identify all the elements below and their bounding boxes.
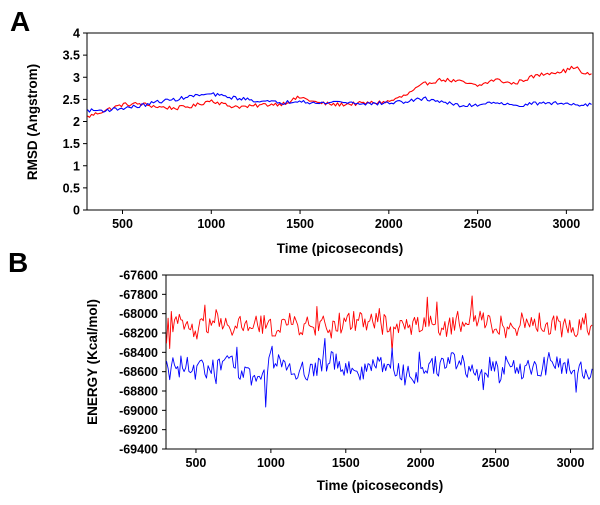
panel-b-y-tick-label: -68000 [119, 307, 158, 321]
panel-a-y-tick-label: 3 [73, 71, 80, 85]
panel-b-y-ticks: -67600 -67800 -68000 -68200 -68400 -68600 -688… [119, 269, 166, 457]
panel-b-y-tick-label: -67800 [119, 288, 158, 302]
panel-a-y-ticks: 0 0.5 1 1.5 2 2.5 3 3.5 4 [63, 27, 87, 218]
panel-b-series-line-blue [166, 338, 593, 408]
panel-b-y-tick-label: -68800 [119, 385, 158, 399]
panel-a-x-tick-label: 2500 [464, 217, 492, 231]
panel-a-x-tick-label: 2000 [375, 217, 403, 231]
panel-b-plot-frame [165, 274, 594, 450]
panel-a-y-tick-label: 2.5 [63, 93, 80, 107]
panel-b-x-tick-label: 1000 [257, 456, 285, 470]
panel-a-y-tick-label: 1.5 [63, 137, 80, 151]
panel-a-y-tick-label: 0.5 [63, 181, 80, 195]
panel-a-x-tick-label: 3000 [552, 217, 580, 231]
panel-b-y-tick-label: -68400 [119, 346, 158, 360]
panel-a-y-tick-label: 4 [73, 27, 80, 41]
panel-a-x-axis-label: Time (picoseconds) [277, 241, 404, 256]
panel-b-y-tick-label: -68600 [119, 365, 158, 379]
panel-b-x-tick-label: 500 [186, 456, 207, 470]
panel-b-x-tick-label: 3000 [557, 456, 585, 470]
panel-a-series [87, 65, 592, 118]
panel-b-x-axis-label: Time (picoseconds) [317, 478, 444, 493]
panel-b-y-tick-label: -67600 [119, 269, 158, 283]
panel-a-x-tick-label: 1000 [197, 217, 225, 231]
panel-a-y-tick-label: 2 [73, 115, 80, 129]
panel-a-y-tick-label: 3.5 [63, 49, 80, 63]
panel-a-y-axis-label: RMSD (Angstrom) [25, 64, 40, 180]
panel-a-plot-frame [86, 32, 594, 211]
panel-a-y-tick-label: 1 [73, 159, 80, 173]
panel-a-chart: 0 0.5 1 1.5 2 2.5 3 3.5 4 500 1000 1500 2000 2500 300… [25, 27, 594, 256]
panel-b-y-tick-label: -69200 [119, 423, 158, 437]
panel-a-y-tick-label: 0 [73, 204, 80, 218]
panel-b-series [166, 295, 593, 408]
panel-b-x-tick-label: 2000 [407, 456, 435, 470]
panel-b-x-tick-label: 1500 [332, 456, 360, 470]
panel-b-series-line-red [166, 295, 593, 353]
panel-b-y-tick-label: -68200 [119, 327, 158, 341]
panel-letter-a: A [10, 6, 30, 37]
panel-b-y-tick-label: -69400 [119, 443, 158, 457]
panel-a-x-tick-label: 1500 [286, 217, 314, 231]
panel-b-y-tick-label: -69000 [119, 404, 158, 418]
panel-a-series-line-red [87, 65, 592, 118]
panel-a-x-ticks: 500 1000 1500 2000 2500 3000 [112, 210, 580, 231]
panel-b-chart: -67600 -67800 -68000 -68200 -68400 -68600 -688… [85, 269, 594, 493]
panel-a-x-tick-label: 500 [112, 217, 133, 231]
panel-letter-b: B [8, 247, 28, 278]
panel-a-series-line-blue [87, 92, 592, 113]
panel-b-y-axis-label: ENERGY (Kcal/mol) [85, 299, 100, 425]
panel-b-x-tick-label: 2500 [482, 456, 510, 470]
panel-b-x-ticks: 500 1000 1500 2000 2500 3000 [186, 449, 585, 470]
